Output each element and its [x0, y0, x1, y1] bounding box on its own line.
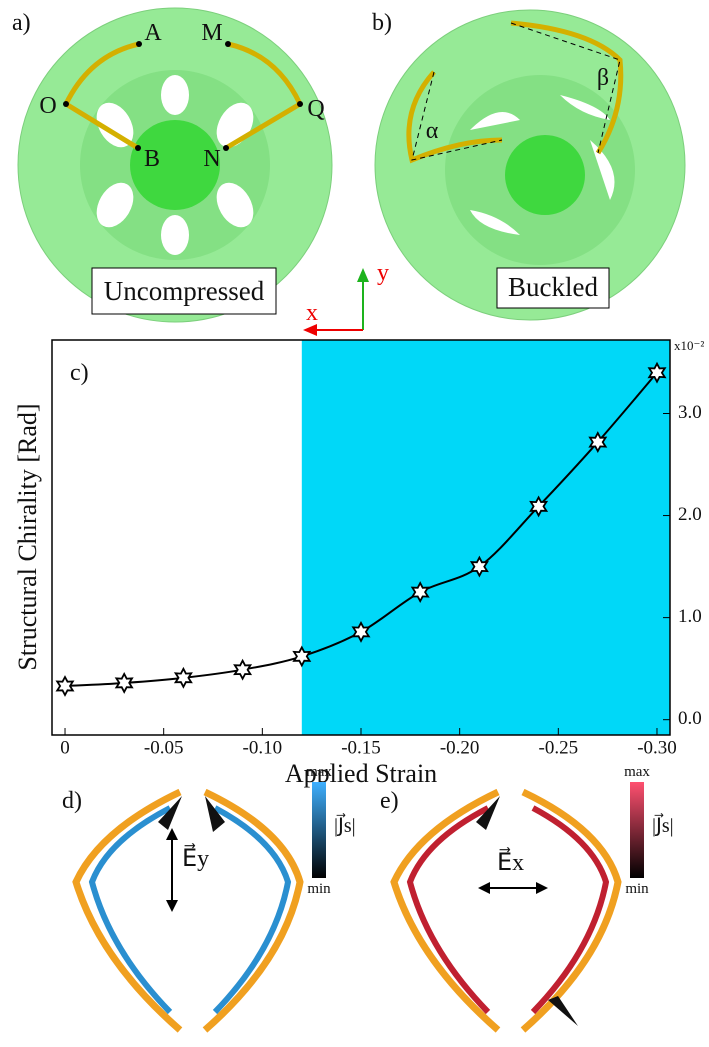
y-tick-label: 2.0	[678, 504, 702, 525]
y-multiplier: x10⁻²	[674, 338, 704, 353]
panel-label: a)	[12, 10, 31, 36]
marker	[410, 581, 430, 604]
colorbar-label: |J⃗s|	[334, 812, 356, 837]
y-tick-label: 3.0	[678, 402, 702, 423]
axis-icon-label: x	[306, 300, 318, 326]
marker	[173, 666, 193, 689]
colorbar-max: max	[306, 764, 332, 780]
point-label: M	[201, 20, 222, 46]
marker	[233, 658, 253, 681]
marker	[55, 675, 75, 697]
colorbar-label: |J⃗s|	[652, 812, 674, 837]
angle-label: α	[426, 118, 439, 144]
x-tick-label: -0.15	[341, 737, 381, 758]
panel-b-drawing	[374, 9, 686, 321]
axis-icon-label: y	[377, 260, 389, 286]
caption: Uncompressed	[104, 276, 265, 306]
marker	[529, 495, 549, 518]
highlight-region	[301, 340, 670, 735]
x-tick-label: -0.10	[243, 737, 283, 758]
point-label: O	[39, 93, 56, 119]
x-tick-label: -0.25	[539, 737, 579, 758]
point-label: N	[203, 146, 220, 172]
angle-label: β	[597, 65, 609, 91]
y-axis-label: Structural Chirality [Rad]	[13, 403, 42, 670]
caption: Buckled	[508, 272, 598, 302]
panel-e-drawing	[390, 782, 644, 1033]
x-axis-label: Applied Strain	[285, 759, 437, 788]
field-label: E⃗x	[497, 847, 524, 876]
marker	[588, 431, 608, 454]
marker	[114, 671, 134, 694]
colorbar-min: min	[625, 881, 649, 897]
x-tick-label: -0.30	[637, 737, 677, 758]
panel-label: c)	[70, 360, 89, 386]
y-tick-label: 1.0	[678, 606, 702, 627]
x-tick-label: -0.20	[440, 737, 480, 758]
y-tick-label: 0.0	[678, 708, 702, 729]
x-tick-label: -0.05	[144, 737, 184, 758]
marker	[292, 645, 312, 668]
marker	[647, 361, 667, 384]
panel-label: d)	[62, 788, 82, 814]
marker	[469, 555, 489, 578]
panel-label: e)	[380, 788, 399, 814]
panel-label: b)	[372, 10, 392, 36]
point-label: A	[144, 20, 162, 46]
panel-d-drawing	[72, 782, 326, 1033]
point-label: Q	[307, 96, 324, 122]
colorbar-max: max	[624, 764, 650, 780]
x-tick-label: 0	[60, 737, 70, 758]
chart: 0 -0.05 -0.10 -0.15 -0.20 -0.25 -0.300.0 1.0 2.0…	[51, 339, 702, 758]
panel-a-drawing	[17, 7, 333, 323]
axes-icon	[303, 268, 369, 336]
marker	[351, 620, 371, 643]
point-label: B	[144, 146, 160, 172]
colorbar-min: min	[307, 881, 331, 897]
field-label: E⃗y	[182, 843, 209, 872]
